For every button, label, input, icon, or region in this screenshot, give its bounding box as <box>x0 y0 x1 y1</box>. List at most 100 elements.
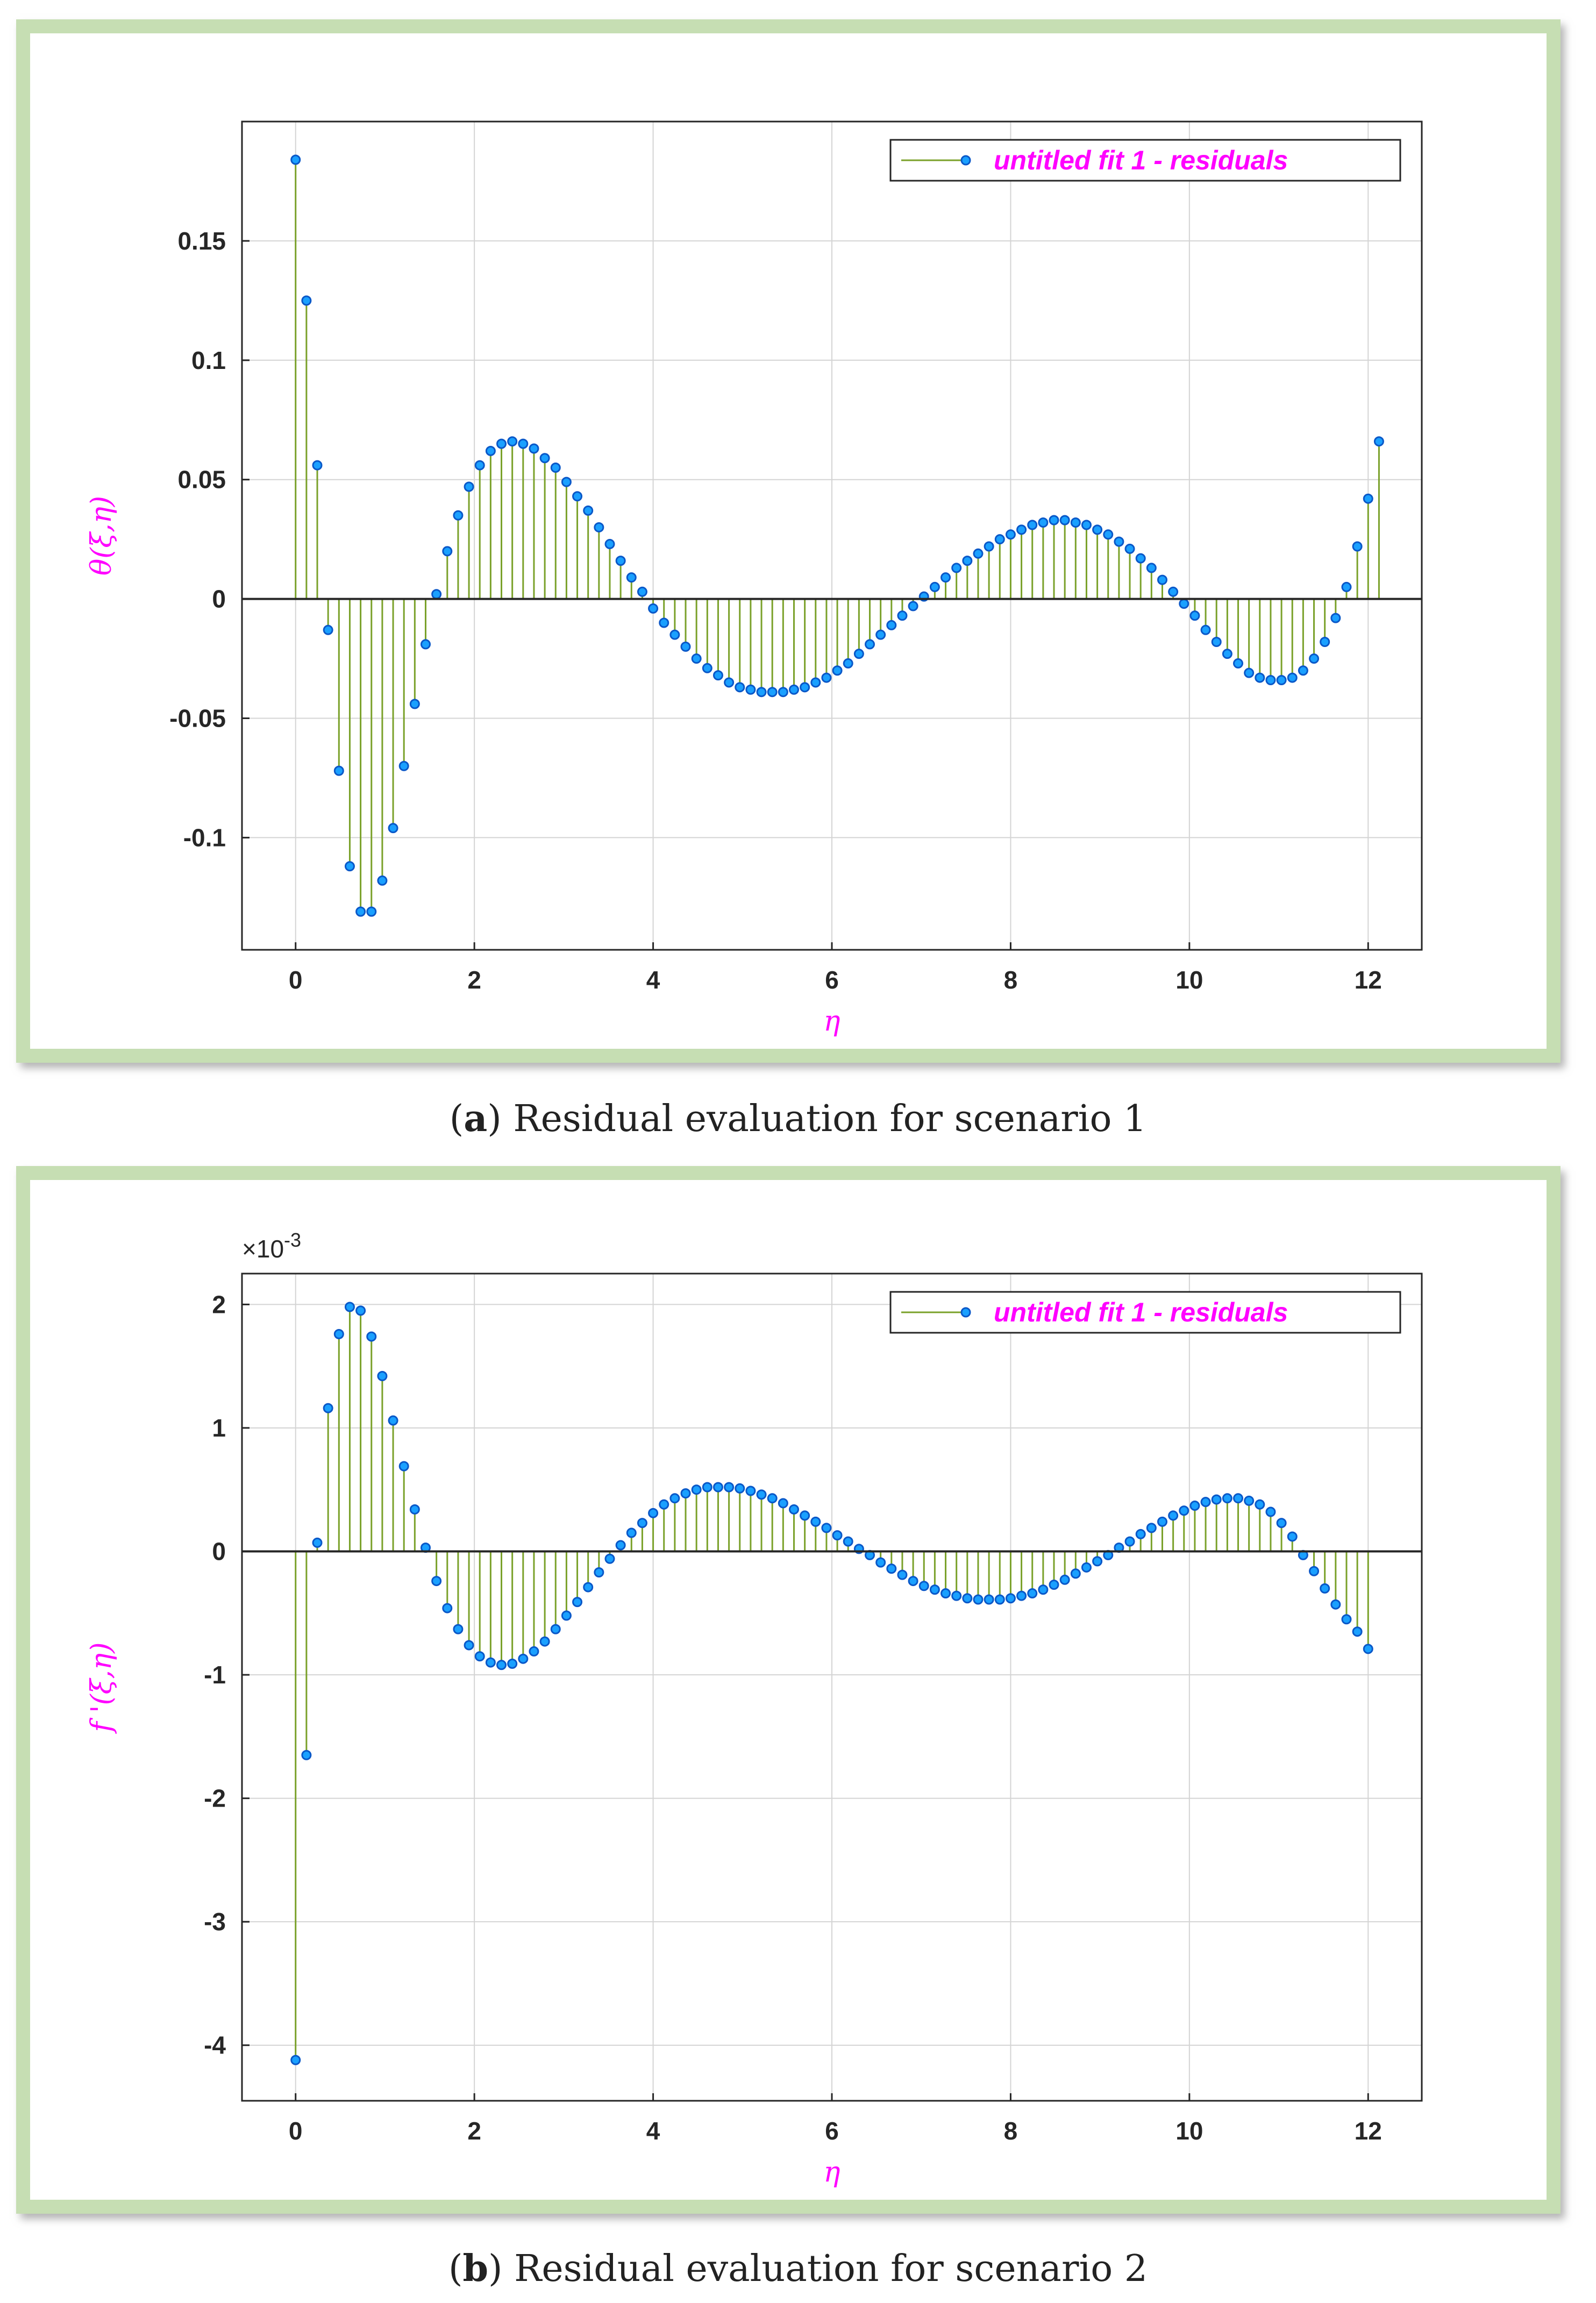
data-point-a-0 <box>290 154 301 165</box>
data-point-b-8 <box>377 1371 388 1382</box>
data-point-b-6 <box>355 1305 366 1316</box>
data-point-a-23 <box>539 453 550 464</box>
data-point-b-77 <box>1124 1536 1135 1547</box>
data-point-a-3 <box>323 624 333 635</box>
data-point-a-57 <box>908 601 918 612</box>
data-point-b-51 <box>843 1536 853 1547</box>
data-point-a-14 <box>442 546 453 557</box>
x-tick-label-b-5: 10 <box>1175 2117 1203 2145</box>
data-point-a-35 <box>669 629 680 640</box>
y-tick-label-b-2: -2 <box>204 1785 226 1812</box>
x-tick-label-b-4: 8 <box>1004 2117 1018 2145</box>
legend-marker-icon-b <box>960 1307 971 1318</box>
data-point-b-21 <box>518 1653 529 1664</box>
data-point-a-2 <box>312 460 323 471</box>
data-point-a-25 <box>561 477 572 487</box>
data-point-b-2 <box>312 1537 323 1548</box>
data-point-b-61 <box>951 1590 962 1601</box>
data-point-a-44 <box>767 687 778 698</box>
data-point-b-67 <box>1016 1590 1027 1601</box>
data-point-a-93 <box>1298 665 1308 676</box>
data-point-b-66 <box>1005 1593 1016 1604</box>
data-point-b-36 <box>680 1488 691 1499</box>
x-ticks-a: 0 2 4 6 8 10 12 <box>289 942 1382 994</box>
data-point-b-91 <box>1276 1518 1287 1529</box>
data-point-a-31 <box>626 572 637 583</box>
data-point-b-95 <box>1320 1583 1330 1594</box>
data-point-a-72 <box>1070 517 1081 528</box>
x-tick-label-a-4: 8 <box>1004 966 1018 994</box>
data-point-a-65 <box>994 534 1005 545</box>
data-point-b-54 <box>875 1557 886 1568</box>
data-point-b-4 <box>333 1328 344 1339</box>
data-point-a-54 <box>875 629 886 640</box>
data-point-a-56 <box>897 610 908 621</box>
data-point-b-14 <box>442 1603 453 1613</box>
caption-a-open: ( <box>449 1098 464 1140</box>
data-point-a-5 <box>344 861 355 872</box>
data-point-a-28 <box>594 522 604 532</box>
x-tick-label-a-2: 4 <box>646 966 660 994</box>
data-point-a-79 <box>1146 563 1157 573</box>
caption-a-letter: a <box>464 1097 488 1140</box>
y-ticks-a: -0.1 -0.05 0 0.05 0.1 0.15 <box>169 227 250 851</box>
markers-b <box>290 1302 1373 2065</box>
data-point-a-16 <box>464 481 474 492</box>
data-point-a-98 <box>1352 541 1363 552</box>
x-tick-label-b-3: 6 <box>825 2117 839 2145</box>
legend-label-a: untitled fit 1 - residuals <box>994 145 1288 175</box>
data-point-a-7 <box>366 906 377 917</box>
data-point-a-4 <box>333 765 344 776</box>
y-tick-label-a-1: -0.05 <box>169 705 226 733</box>
y-tick-label-b-4: 0 <box>212 1537 226 1565</box>
x-ticks-b: 0 2 4 6 8 10 12 <box>289 2093 1382 2145</box>
stems-b <box>295 1306 1369 2060</box>
data-point-b-94 <box>1309 1566 1320 1576</box>
grid-a <box>242 122 1422 950</box>
data-point-a-81 <box>1168 586 1179 597</box>
data-point-b-58 <box>918 1581 929 1591</box>
data-point-b-97 <box>1341 1614 1352 1625</box>
data-point-a-24 <box>550 463 561 473</box>
grid-b <box>242 1274 1422 2101</box>
caption-b-text: ) Residual evaluation for scenario 2 <box>488 2248 1148 2290</box>
data-point-a-63 <box>973 548 984 559</box>
data-point-b-45 <box>778 1498 788 1509</box>
data-point-a-1 <box>301 295 312 306</box>
data-point-b-86 <box>1222 1493 1232 1504</box>
data-point-a-9 <box>388 823 398 834</box>
data-point-a-43 <box>756 687 767 698</box>
chart-panel-a: 0 2 4 6 8 10 12 -0.1 -0.05 0 0.05 0.1 0.15 η θ(ξ,η)… <box>16 19 1561 1063</box>
data-point-a-62 <box>962 556 973 566</box>
data-point-a-90 <box>1265 675 1276 686</box>
data-point-a-21 <box>518 438 529 449</box>
data-point-b-19 <box>496 1660 507 1671</box>
data-point-b-40 <box>724 1482 735 1492</box>
data-point-b-80 <box>1157 1516 1167 1527</box>
data-point-a-69 <box>1038 517 1049 528</box>
y-tick-label-a-4: 0.1 <box>191 346 226 374</box>
data-point-a-36 <box>680 641 691 652</box>
y-axis-label-b: f '(ξ,η) <box>86 1643 118 1735</box>
x-axis-label-b: η <box>823 2156 840 2188</box>
data-point-a-15 <box>453 510 464 521</box>
data-point-b-89 <box>1255 1499 1265 1510</box>
x-tick-label-b-1: 2 <box>467 2117 481 2145</box>
x-tick-label-b-6: 12 <box>1355 2117 1382 2145</box>
data-point-b-92 <box>1287 1531 1298 1542</box>
data-point-b-7 <box>366 1331 377 1342</box>
data-point-a-76 <box>1114 536 1124 547</box>
y-tick-label-b-6: 2 <box>212 1290 226 1318</box>
data-point-a-100 <box>1373 436 1384 447</box>
data-point-b-27 <box>583 1582 594 1593</box>
data-point-b-73 <box>1081 1562 1092 1573</box>
data-point-a-12 <box>420 639 431 650</box>
data-point-b-74 <box>1092 1556 1103 1567</box>
data-point-b-60 <box>940 1588 951 1599</box>
data-point-b-20 <box>507 1658 518 1669</box>
y-tick-label-a-2: 0 <box>212 585 226 613</box>
data-point-a-39 <box>712 670 723 681</box>
data-point-b-85 <box>1211 1494 1222 1505</box>
stems-a <box>295 160 1380 912</box>
